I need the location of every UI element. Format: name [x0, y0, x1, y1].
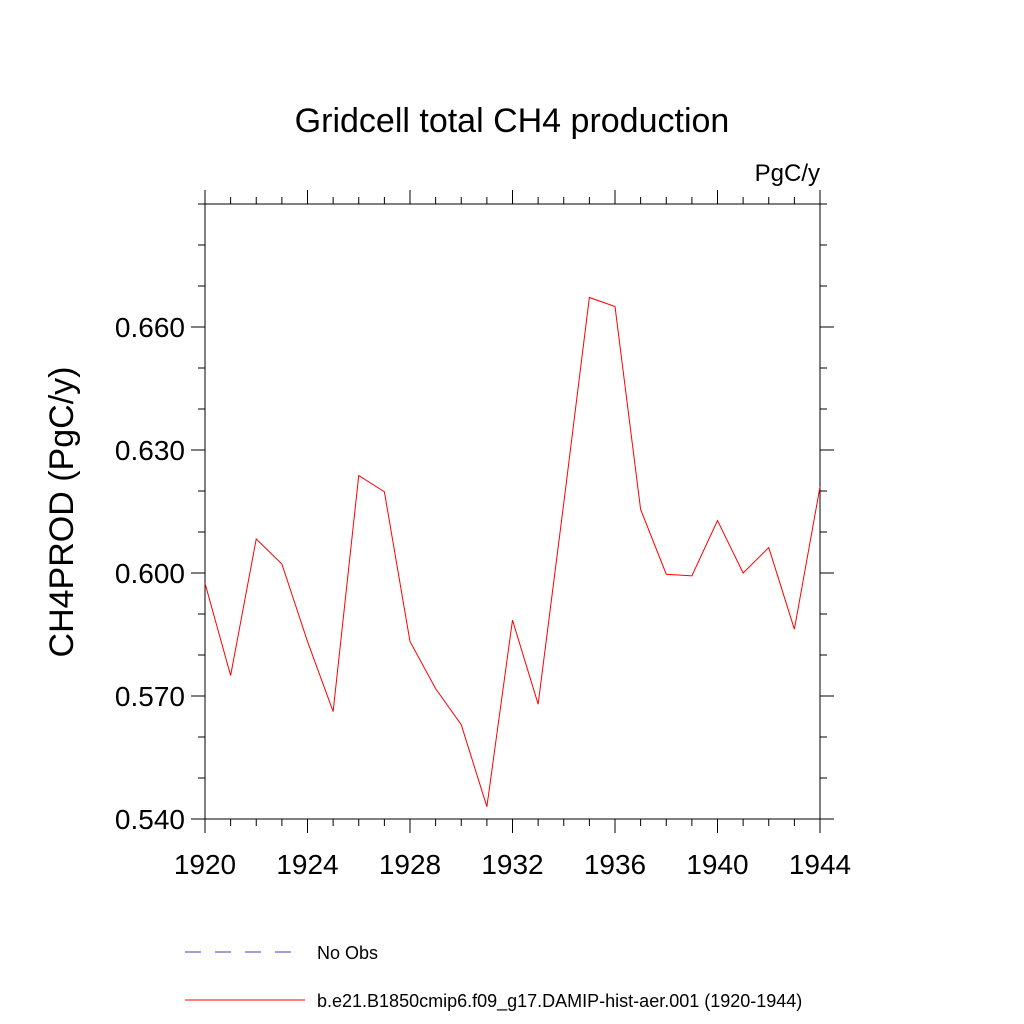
y-tick-label: 0.630	[115, 435, 185, 466]
legend: No Obs b.e21.B1850cmip6.f09_g17.DAMIP-his…	[185, 943, 802, 1012]
y-tick-label: 0.660	[115, 312, 185, 343]
legend-label: No Obs	[317, 943, 378, 963]
x-tick-label: 1944	[789, 849, 851, 880]
y-axis-ticks: 0.540 0.570 0.600 0.630 0.660	[115, 203, 834, 835]
legend-label: b.e21.B1850cmip6.f09_g17.DAMIP-hist-aer.…	[317, 991, 802, 1012]
x-tick-label: 1936	[584, 849, 646, 880]
y-axis-label: CH4PROD (PgC/y)	[43, 367, 81, 658]
chart-title: Gridcell total CH4 production	[295, 102, 730, 140]
series-line	[204, 296, 821, 807]
x-axis-ticks: 1920 1924 1928 1932 1936 1940 1944	[174, 190, 851, 880]
y-tick-label: 0.540	[115, 804, 185, 835]
x-tick-label: 1940	[686, 849, 748, 880]
y-tick-label: 0.600	[115, 558, 185, 589]
x-tick-label: 1920	[174, 849, 236, 880]
y-tick-label: 0.570	[115, 681, 185, 712]
units-label: PgC/y	[755, 160, 820, 187]
x-tick-label: 1928	[379, 849, 441, 880]
x-tick-label: 1924	[276, 849, 338, 880]
series-layer	[204, 296, 821, 807]
x-tick-label: 1932	[481, 849, 543, 880]
plot-frame	[204, 203, 821, 820]
